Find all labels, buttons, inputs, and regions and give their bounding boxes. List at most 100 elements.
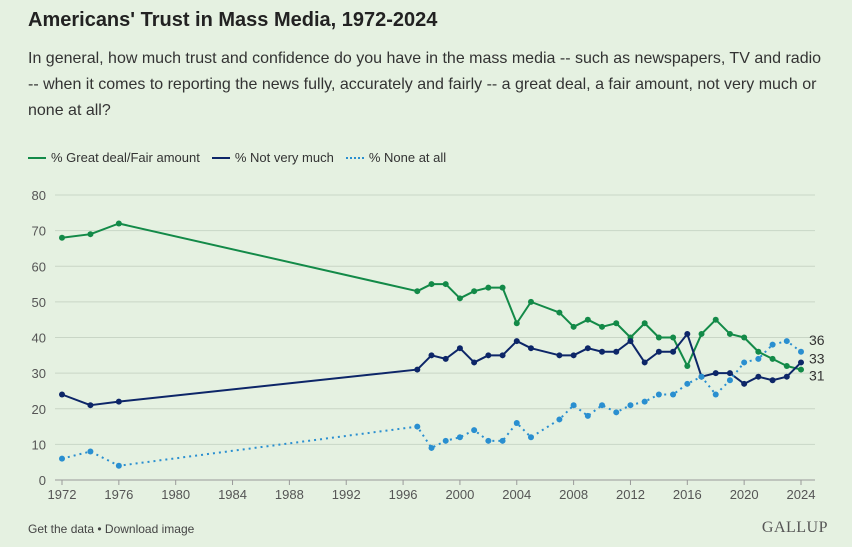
data-point bbox=[570, 352, 577, 359]
legend-item-not-very-much: % Not very much bbox=[211, 150, 334, 165]
data-point bbox=[599, 348, 606, 355]
data-point bbox=[783, 338, 790, 345]
legend-swatch bbox=[345, 156, 364, 159]
end-label: 31 bbox=[809, 368, 825, 384]
data-point bbox=[456, 345, 463, 352]
x-tick-label: 2000 bbox=[445, 487, 474, 502]
line-chart: 0 10 20 30 40 50 60 70 80 1972 1976 1980 1984 1988 199… bbox=[32, 188, 825, 502]
data-point bbox=[755, 355, 762, 362]
y-tick-label: 10 bbox=[32, 437, 46, 452]
data-point bbox=[428, 352, 435, 359]
data-point bbox=[584, 316, 591, 323]
x-tick-label: 2016 bbox=[673, 487, 702, 502]
data-point bbox=[471, 427, 478, 434]
data-point bbox=[641, 398, 648, 405]
data-point bbox=[456, 434, 463, 441]
data-point bbox=[59, 455, 65, 462]
y-tick-label: 30 bbox=[32, 366, 46, 381]
y-tick-label: 0 bbox=[39, 473, 46, 488]
x-tick-label: 2024 bbox=[787, 487, 816, 502]
data-point bbox=[655, 334, 662, 341]
legend-label: % None at all bbox=[368, 150, 447, 165]
data-point bbox=[755, 348, 762, 355]
data-point bbox=[485, 437, 492, 444]
data-point bbox=[684, 330, 691, 337]
data-point bbox=[641, 359, 648, 366]
data-point bbox=[556, 416, 563, 423]
data-point bbox=[769, 341, 776, 348]
data-point bbox=[712, 316, 719, 323]
data-point bbox=[428, 281, 435, 288]
data-point bbox=[414, 366, 421, 373]
x-tick-label: 1996 bbox=[389, 487, 418, 502]
x-tick-label: 1988 bbox=[275, 487, 304, 502]
series-line bbox=[61, 340, 802, 467]
data-point bbox=[428, 444, 435, 451]
data-point bbox=[556, 309, 563, 316]
data-point bbox=[798, 359, 804, 366]
data-point bbox=[485, 352, 492, 359]
data-point bbox=[442, 437, 449, 444]
legend-swatch bbox=[211, 156, 230, 159]
data-point bbox=[499, 352, 506, 359]
data-point bbox=[499, 437, 506, 444]
data-point bbox=[613, 320, 620, 327]
data-point bbox=[471, 359, 478, 366]
data-point bbox=[513, 420, 520, 426]
data-point bbox=[670, 334, 677, 341]
data-point bbox=[499, 284, 506, 291]
legend-label: % Not very much bbox=[234, 150, 334, 165]
data-point bbox=[741, 380, 748, 387]
data-point bbox=[655, 348, 662, 355]
data-point bbox=[527, 434, 534, 441]
data-point bbox=[442, 281, 449, 288]
series-line bbox=[61, 222, 802, 371]
chart-title: Americans' Trust in Mass Media, 1972-202… bbox=[28, 9, 438, 31]
data-point bbox=[570, 323, 577, 330]
data-point bbox=[783, 373, 790, 380]
data-point bbox=[726, 370, 733, 377]
data-point bbox=[613, 348, 620, 355]
data-point bbox=[726, 330, 733, 337]
data-point bbox=[726, 377, 733, 384]
data-point bbox=[769, 355, 776, 362]
data-point bbox=[527, 345, 534, 352]
data-point bbox=[798, 348, 804, 355]
y-tick-label: 40 bbox=[32, 331, 46, 346]
data-point bbox=[627, 402, 634, 409]
data-point bbox=[513, 320, 520, 327]
data-point bbox=[115, 462, 122, 469]
data-point bbox=[87, 231, 94, 238]
data-point bbox=[87, 402, 94, 409]
data-point bbox=[698, 373, 705, 380]
legend-swatch bbox=[28, 156, 46, 159]
data-point bbox=[684, 363, 691, 369]
data-point bbox=[769, 377, 776, 384]
footer-links[interactable]: Get the data • Download image bbox=[28, 522, 195, 536]
y-tick-label: 60 bbox=[32, 259, 46, 274]
y-tick-label: 20 bbox=[32, 402, 46, 417]
data-point bbox=[599, 402, 606, 409]
x-tick-label: 1972 bbox=[48, 487, 77, 502]
series-line bbox=[61, 332, 802, 407]
data-point bbox=[115, 398, 122, 405]
data-point bbox=[741, 334, 748, 341]
data-point bbox=[570, 402, 577, 409]
data-point bbox=[741, 359, 748, 366]
data-point bbox=[115, 220, 122, 227]
data-point bbox=[59, 391, 65, 398]
data-point bbox=[556, 352, 563, 359]
data-point bbox=[414, 288, 421, 295]
legend-item-great-deal: % Great deal/Fair amount bbox=[28, 150, 200, 165]
gallup-logo: GALLUP bbox=[761, 519, 828, 536]
data-point bbox=[485, 284, 492, 291]
data-point bbox=[599, 323, 606, 330]
y-tick-label: 50 bbox=[32, 295, 46, 310]
x-tick-label: 2008 bbox=[559, 487, 588, 502]
data-point bbox=[59, 234, 65, 241]
x-tick-label: 2012 bbox=[616, 487, 645, 502]
legend-label: % Great deal/Fair amount bbox=[51, 150, 200, 165]
data-point bbox=[87, 448, 94, 455]
data-point bbox=[655, 391, 662, 398]
